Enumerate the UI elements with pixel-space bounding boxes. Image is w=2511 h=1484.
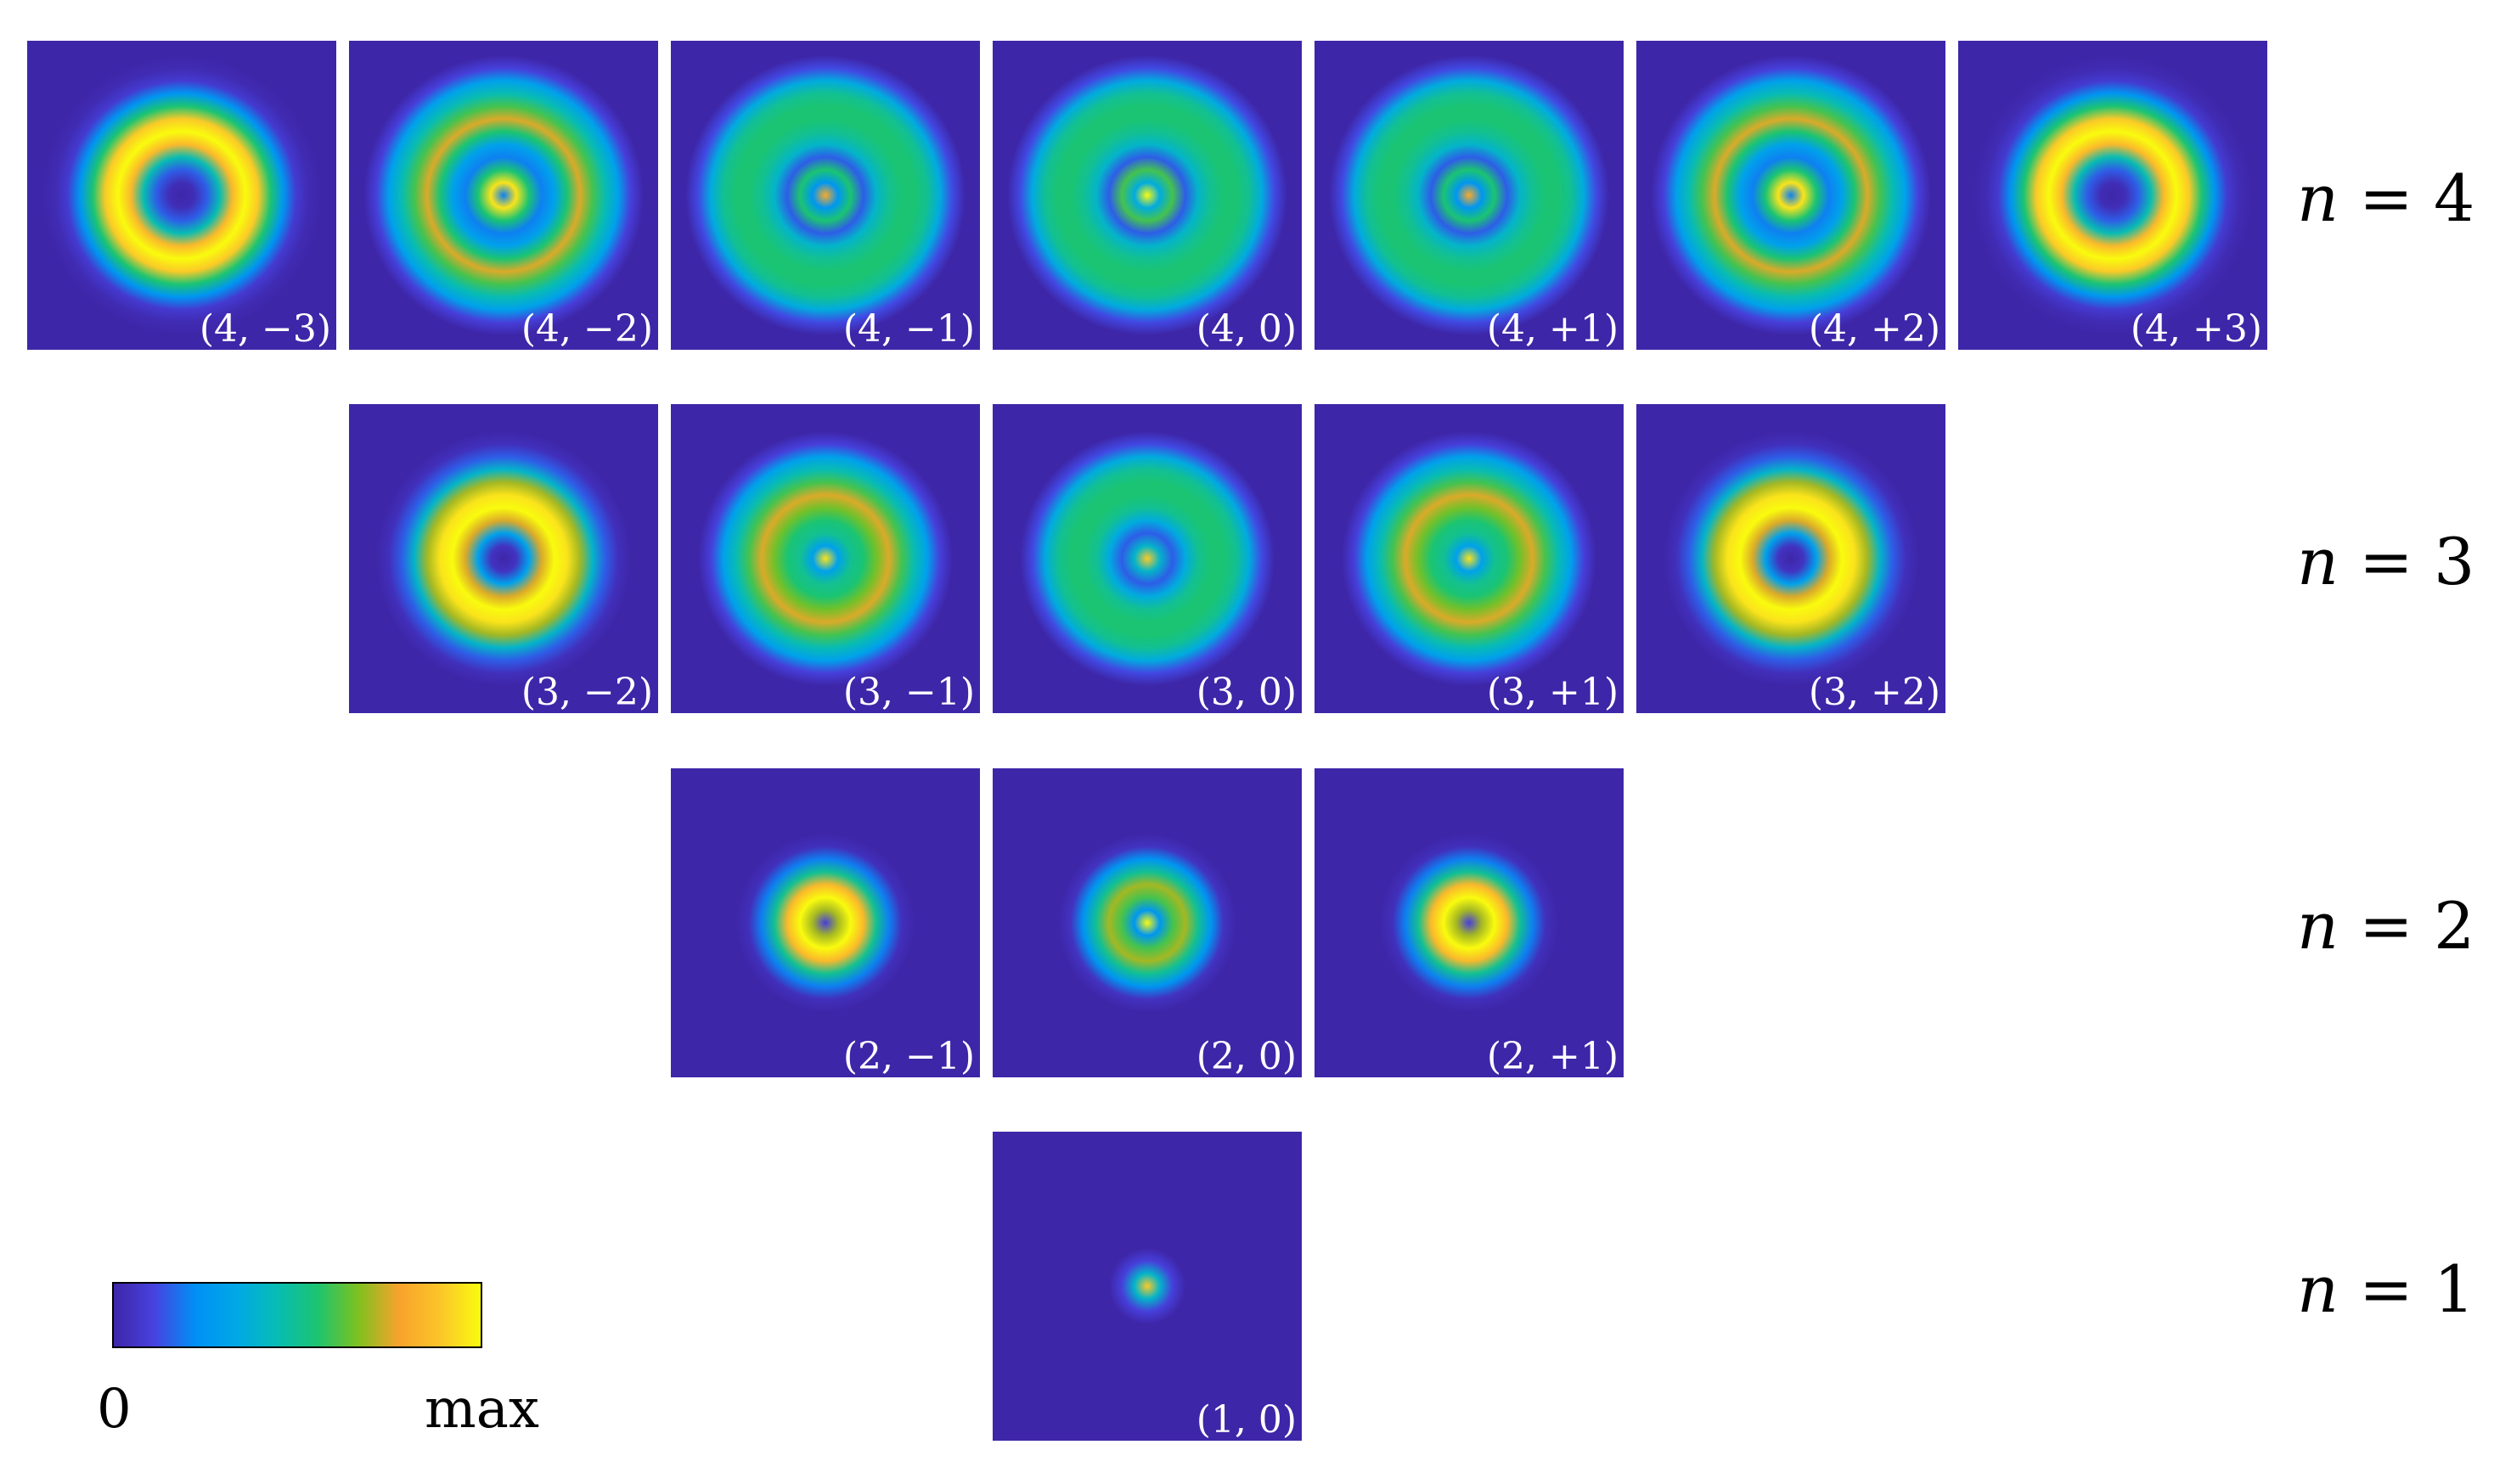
mode-panel: (4, −2) — [349, 41, 658, 350]
mode-label: (4, +1) — [1486, 307, 1619, 350]
mode-panel: (2, 0) — [993, 768, 1302, 1077]
mode-panel: (3, +2) — [1636, 404, 1945, 713]
row-label-n: n = 3 — [2297, 524, 2475, 599]
mode-panel: (3, +1) — [1315, 404, 1624, 713]
mode-panel: (2, +1) — [1315, 768, 1624, 1077]
mode-label: (4, +3) — [2130, 307, 2262, 350]
mode-label: (4, 0) — [1196, 307, 1297, 350]
mode-panel: (4, +1) — [1315, 41, 1624, 350]
mode-label: (4, −1) — [842, 307, 975, 350]
mode-label: (2, +1) — [1486, 1035, 1619, 1077]
mode-panel: (1, 0) — [993, 1132, 1302, 1441]
mode-label: (4, +2) — [1808, 307, 1940, 350]
mode-panel: (4, 0) — [993, 41, 1302, 350]
mode-label: (3, 0) — [1196, 671, 1297, 713]
colorbar-max-label: max — [425, 1378, 539, 1441]
colorbar-min-label: 0 — [97, 1378, 132, 1441]
mode-label: (2, 0) — [1196, 1035, 1297, 1077]
mode-panel: (4, +3) — [1958, 41, 2267, 350]
mode-label: (4, −2) — [521, 307, 653, 350]
row-label-n: n = 2 — [2297, 888, 2475, 964]
mode-panel: (3, −1) — [671, 404, 980, 713]
mode-panel: (2, −1) — [671, 768, 980, 1077]
mode-panel: (4, +2) — [1636, 41, 1945, 350]
mode-label: (1, 0) — [1196, 1398, 1297, 1441]
mode-label: (4, −3) — [199, 307, 331, 350]
row-label-n: n = 4 — [2297, 160, 2475, 236]
mode-label: (3, +1) — [1486, 671, 1619, 713]
mode-panel: (4, −3) — [27, 41, 336, 350]
mode-label: (3, +2) — [1808, 671, 1940, 713]
mode-label: (3, −1) — [842, 671, 975, 713]
mode-panel: (3, −2) — [349, 404, 658, 713]
mode-panel: (3, 0) — [993, 404, 1302, 713]
mode-panel: (4, −1) — [671, 41, 980, 350]
row-label-n: n = 1 — [2297, 1251, 2475, 1327]
mode-label: (3, −2) — [521, 671, 653, 713]
mode-label: (2, −1) — [842, 1035, 975, 1077]
colorbar — [112, 1282, 482, 1348]
